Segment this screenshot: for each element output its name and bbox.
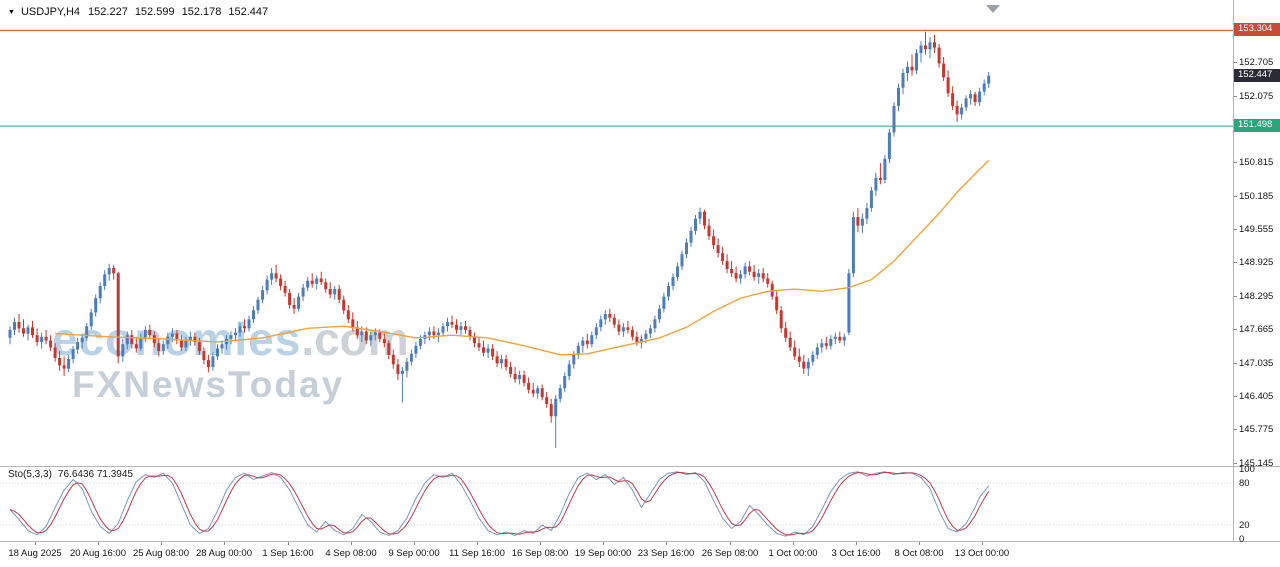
time-axis-tick <box>540 542 541 545</box>
price-axis-label: 150.185 <box>1239 191 1274 202</box>
price-axis-tick <box>1234 162 1237 163</box>
price-chart-canvas[interactable] <box>0 0 1233 466</box>
indicator-values: 76.6436 71.3945 <box>57 469 133 480</box>
time-axis-tick <box>35 542 36 545</box>
time-axis-tick <box>730 542 731 545</box>
price-axis-label: 152.075 <box>1239 91 1274 102</box>
time-axis-label: 18 Aug 2025 <box>8 548 62 559</box>
time-axis-tick <box>793 542 794 545</box>
time-axis-label: 1 Sep 16:00 <box>262 548 314 559</box>
symbol-dropdown-icon[interactable]: ▼ <box>8 8 15 16</box>
time-axis[interactable]: 18 Aug 2025 20 Aug 16:00 25 Aug 08:00 28 Au… <box>0 542 1280 567</box>
chart-shift-marker[interactable] <box>986 5 1000 13</box>
time-axis-label: 26 Sep 08:00 <box>701 548 759 559</box>
time-axis-tick <box>666 542 667 545</box>
price-axis-tick <box>1234 463 1237 464</box>
price-axis-label: 152.705 <box>1239 57 1274 68</box>
time-axis-label: 8 Oct 08:00 <box>894 548 944 559</box>
price-axis-tick <box>1234 396 1237 397</box>
stoch-main-line <box>9 471 990 537</box>
symbol-timeframe-label: USDJPY,H4 <box>20 6 81 18</box>
candlestick-chart[interactable] <box>0 0 1233 466</box>
indicator-axis-label: 0 <box>1239 534 1245 545</box>
time-axis-tick <box>919 542 920 545</box>
price-axis-tick <box>1234 196 1237 197</box>
quote-low: 152.178 <box>181 6 222 18</box>
quote-high: 152.599 <box>134 6 175 18</box>
time-axis-tick <box>414 542 415 545</box>
price-axis[interactable]: 153.304 152.447 151.498 152.705 152.075 15… <box>1234 0 1280 541</box>
price-axis-tick <box>1234 329 1237 330</box>
price-axis-label: 147.665 <box>1239 324 1274 335</box>
stochastic-panel[interactable]: Sto(5,3,3) 76.6436 71.3945 <box>0 467 1233 541</box>
price-axis-tick <box>1234 96 1237 97</box>
price-axis-divider <box>1233 0 1234 541</box>
time-axis-label: 19 Sep 00:00 <box>574 548 632 559</box>
stoch-signal-line <box>9 471 990 536</box>
price-axis-tick <box>1234 229 1237 230</box>
watermark-domain-text: .com <box>301 313 409 365</box>
ohlc-info-bar: ▼ USDJPY,H4 152.227 152.599 152.178 152.… <box>8 6 275 18</box>
time-axis-label: 20 Aug 16:00 <box>70 548 126 559</box>
price-axis-label: 147.035 <box>1239 358 1274 369</box>
time-axis-tick <box>351 542 352 545</box>
price-axis-label: 148.925 <box>1239 257 1274 268</box>
indicator-axis-label: 80 <box>1239 478 1250 489</box>
time-axis-tick <box>98 542 99 545</box>
resistance-price-label: 153.304 <box>1234 23 1280 36</box>
panel-divider[interactable] <box>0 466 1280 467</box>
indicator-name: Sto(5,3,3) <box>8 469 52 480</box>
price-axis-tick <box>1234 296 1237 297</box>
time-axis-label: 28 Aug 00:00 <box>196 548 252 559</box>
price-axis-label: 148.295 <box>1239 291 1274 302</box>
time-axis-tick <box>982 542 983 545</box>
indicator-axis-label: 100 <box>1239 464 1255 475</box>
quote-open: 152.227 <box>88 6 128 18</box>
indicator-axis-label: 20 <box>1239 520 1250 531</box>
price-axis-label: 146.405 <box>1239 391 1274 402</box>
time-axis-tick <box>477 542 478 545</box>
price-axis-label: 149.555 <box>1239 224 1274 235</box>
time-axis-tick <box>161 542 162 545</box>
price-axis-tick <box>1234 363 1237 364</box>
time-axis-tick <box>856 542 857 545</box>
indicator-axis: 100 80 20 0 <box>1234 464 1280 545</box>
time-axis-divider <box>0 541 1280 542</box>
time-axis-label: 13 Oct 00:00 <box>954 548 1010 559</box>
time-axis-label: 16 Sep 08:00 <box>511 548 569 559</box>
quote-close: 152.447 <box>228 6 269 18</box>
stochastic-canvas[interactable] <box>0 467 1233 541</box>
time-axis-label: 3 Oct 16:00 <box>831 548 881 559</box>
time-axis-label: 9 Sep 00:00 <box>388 548 440 559</box>
time-axis-label: 11 Sep 16:00 <box>449 548 505 559</box>
time-axis-tick <box>224 542 225 545</box>
price-axis-tick <box>1234 429 1237 430</box>
candles-group <box>8 31 991 448</box>
moving-average-line <box>55 159 990 356</box>
time-axis-label: 23 Sep 16:00 <box>637 548 695 559</box>
time-axis-label: 1 Oct 00:00 <box>768 548 818 559</box>
price-axis-tick <box>1234 62 1237 63</box>
time-axis-label: 4 Sep 08:00 <box>325 548 377 559</box>
time-axis-label: 25 Aug 08:00 <box>133 548 189 559</box>
indicator-label: Sto(5,3,3) 76.6436 71.3945 <box>8 469 133 480</box>
last-price-label: 152.447 <box>1234 69 1280 82</box>
time-axis-tick <box>603 542 604 545</box>
watermark-tagline-text: FXNewsToday <box>72 364 345 405</box>
price-axis-label: 145.145 <box>1239 458 1274 469</box>
price-axis-tick <box>1234 262 1237 263</box>
price-axis-label: 145.775 <box>1239 424 1274 435</box>
time-axis-tick <box>288 542 289 545</box>
watermark: economies.com FXNewsToday <box>52 316 409 403</box>
price-axis-label: 150.815 <box>1239 157 1274 168</box>
support-price-label: 151.498 <box>1234 119 1280 132</box>
